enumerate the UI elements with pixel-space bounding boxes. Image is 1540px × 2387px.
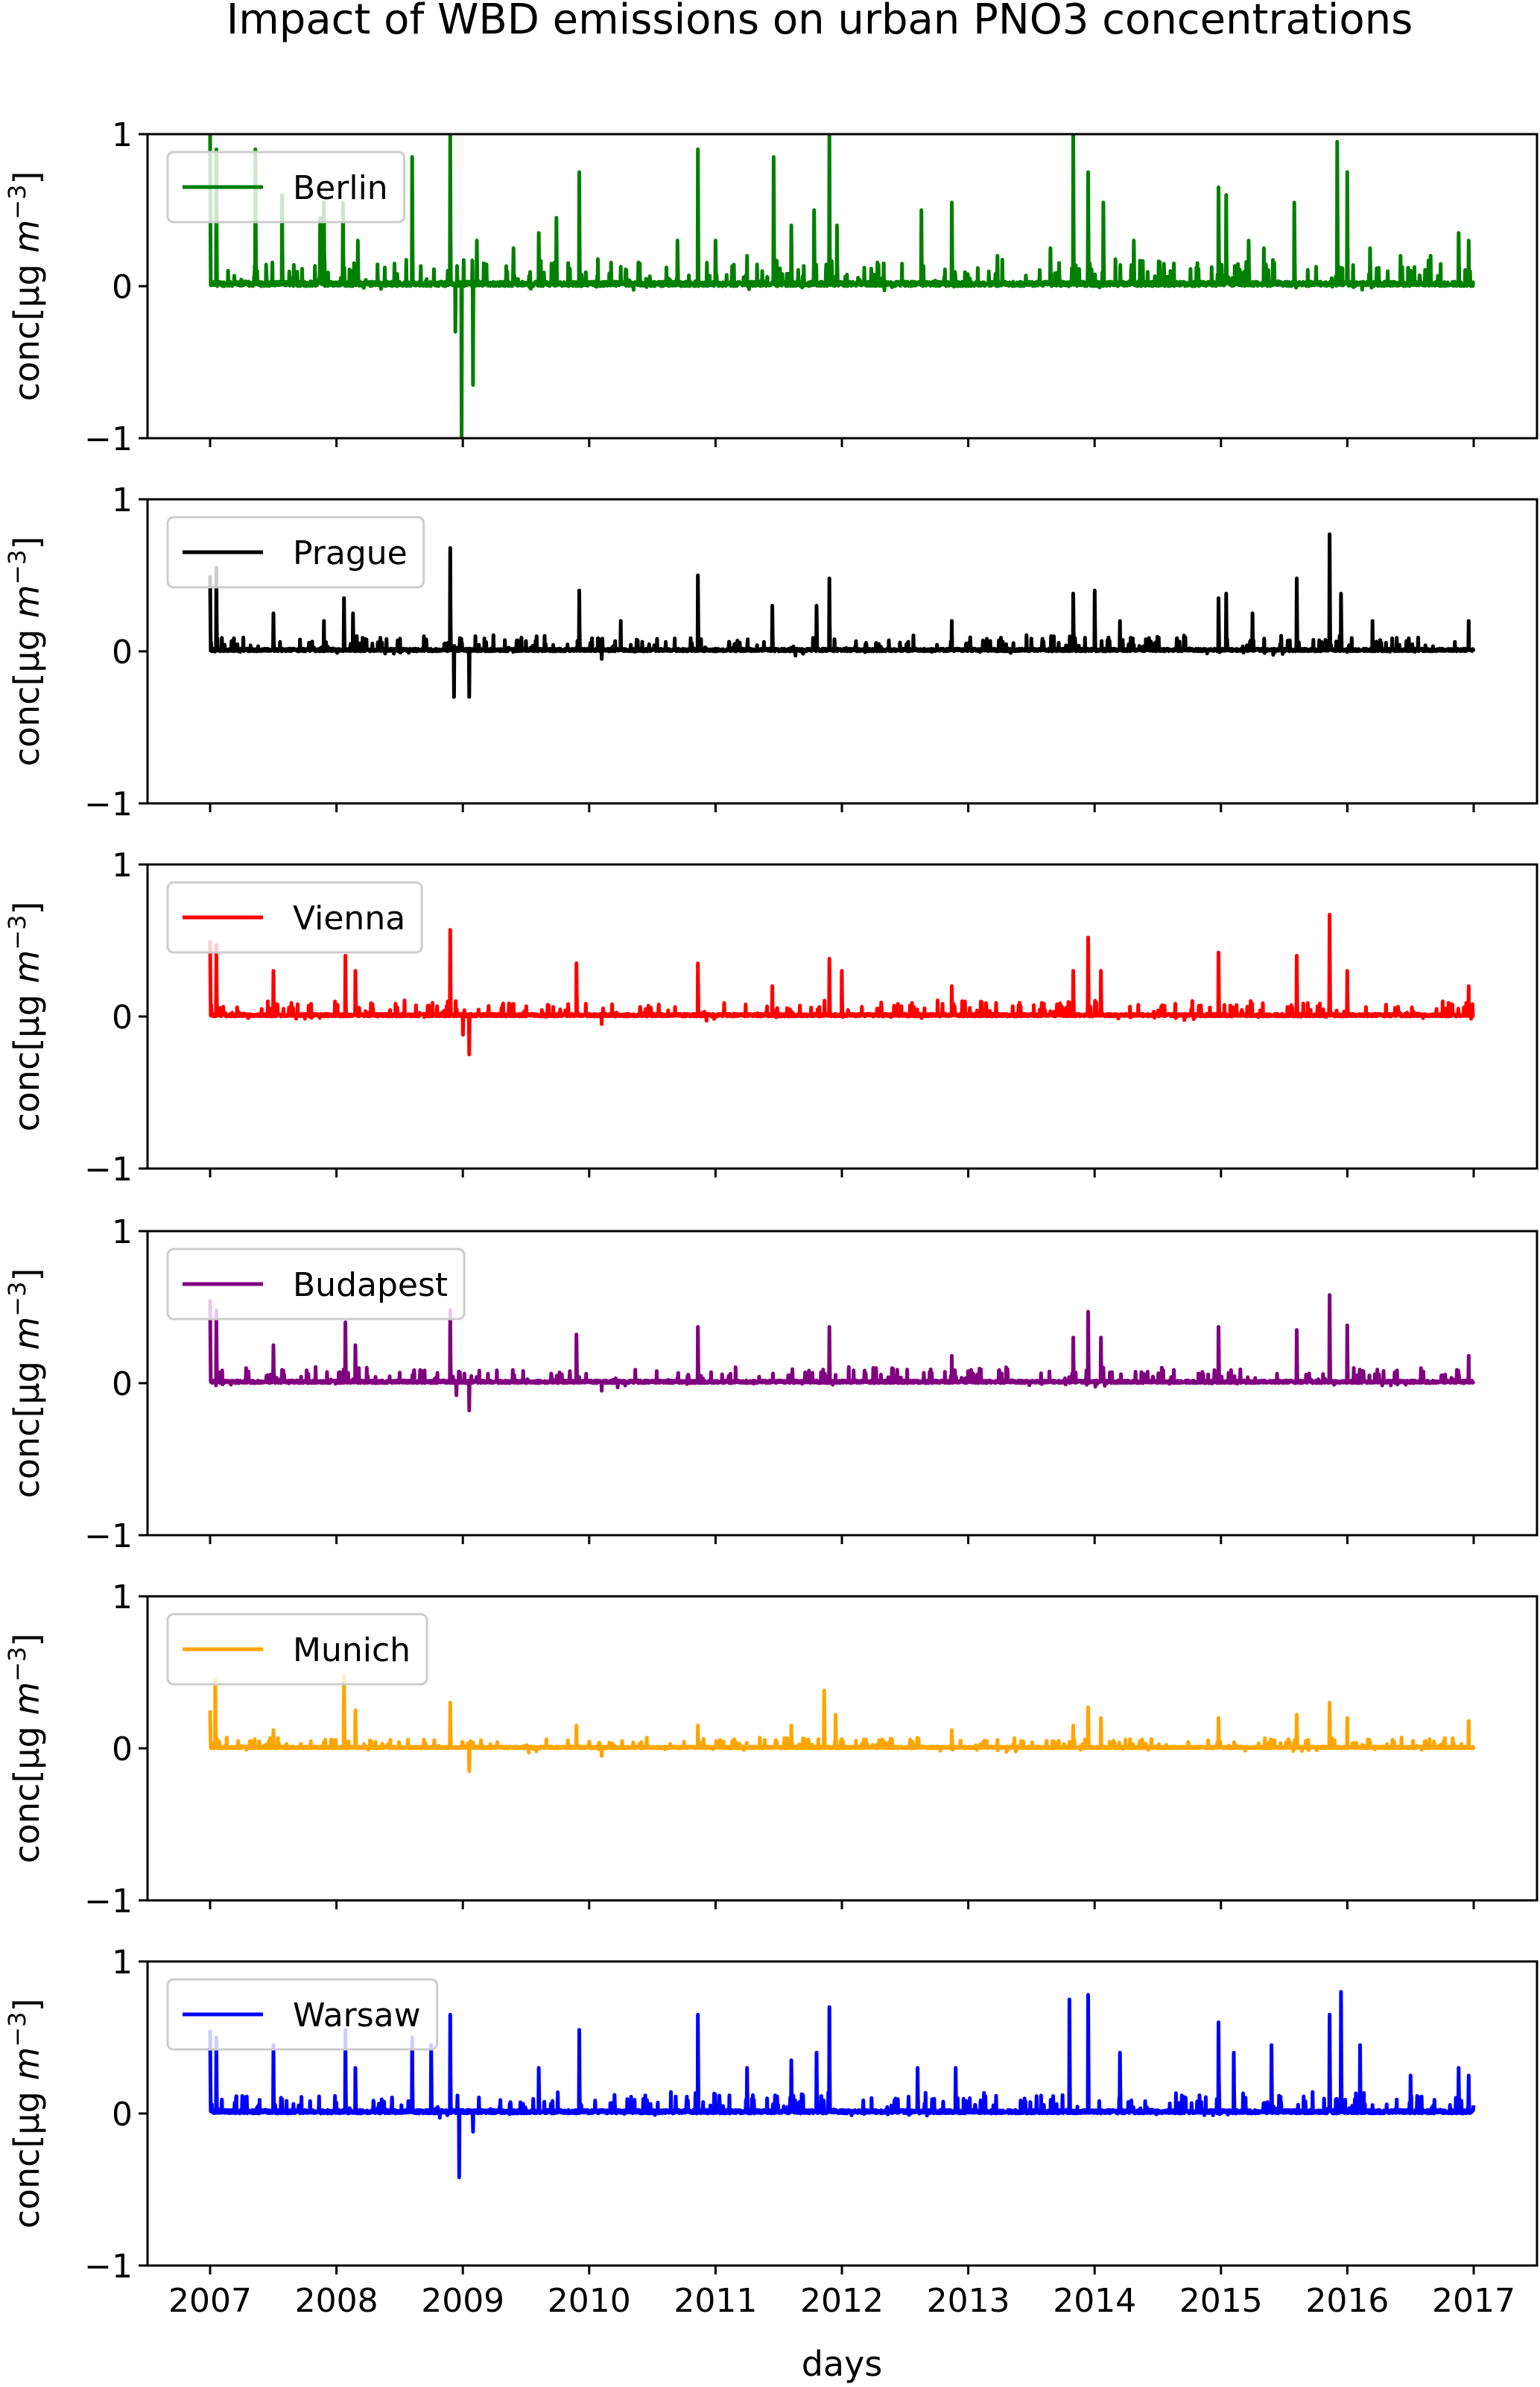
series-line-budapest	[208, 1293, 1476, 1413]
y-axis-label: conc[µg m−3]	[3, 1268, 47, 1499]
legend-label-prague: Prague	[293, 534, 408, 572]
legend: Vienna	[166, 881, 423, 954]
legend-label-budapest: Budapest	[293, 1266, 448, 1304]
x-tick-label: 2010	[548, 2282, 631, 2320]
y-tick-label: 0	[112, 268, 133, 306]
y-tick-label: 1	[112, 1578, 133, 1616]
legend-box	[166, 1613, 428, 1686]
x-tick-label: 2012	[800, 2282, 884, 2320]
x-tick-label: 2011	[674, 2282, 757, 2320]
panel-prague: −1 0 1 conc[µg m−3] Prague	[3, 481, 1539, 823]
y-axis-label: conc[µg m−3]	[3, 1634, 47, 1864]
y-tick-label: −1	[84, 420, 133, 458]
legend-box	[166, 1978, 439, 2051]
panel-berlin: −1 0 1 conc[µg m−3] Berlin	[3, 116, 1539, 458]
y-tick-label: 0	[112, 1730, 133, 1768]
legend: Munich	[166, 1613, 428, 1686]
panel-vienna: −1 0 1 conc[µg m−3] Vienna	[3, 847, 1539, 1189]
x-tick-label: 2013	[927, 2282, 1010, 2320]
y-axis-label: conc[µg m−3]	[3, 171, 47, 402]
y-tick-label: 1	[112, 847, 133, 885]
y-tick-label: 0	[112, 999, 133, 1037]
y-tick-label: 1	[112, 116, 133, 154]
panel-munich: −1 0 1 conc[µg m−3] Munich	[3, 1578, 1539, 1920]
x-tick-label: 2014	[1053, 2282, 1136, 2320]
y-tick-label: 0	[112, 1365, 133, 1403]
y-tick-label: −1	[84, 1151, 133, 1189]
x-tick-label: 2017	[1432, 2282, 1515, 2320]
chart-title: Impact of WBD emissions on urban PNO3 co…	[226, 0, 1413, 44]
legend-box	[166, 881, 423, 954]
legend: Budapest	[166, 1248, 466, 1321]
x-tick-label: 2008	[295, 2282, 378, 2320]
y-tick-label: 1	[112, 481, 133, 519]
y-tick-label: 0	[112, 2096, 133, 2134]
legend-box	[166, 151, 406, 224]
y-tick-label: −1	[84, 785, 133, 823]
legend: Warsaw	[166, 1978, 439, 2051]
x-tick-label: 2016	[1305, 2282, 1389, 2320]
legend: Prague	[166, 516, 425, 589]
legend-label-munich: Munich	[293, 1631, 411, 1669]
series-line-warsaw	[208, 1990, 1476, 2180]
series-line-munich	[208, 1673, 1476, 1774]
x-tick-label: 2007	[168, 2282, 252, 2320]
y-axis-label: conc[µg m−3]	[3, 537, 47, 767]
series-line-prague	[208, 532, 1476, 699]
legend-box	[166, 1248, 466, 1321]
legend-label-vienna: Vienna	[293, 900, 405, 938]
x-tick-label: 2015	[1179, 2282, 1263, 2320]
panel-budapest: −1 0 1 conc[µg m−3] Budapest	[3, 1213, 1539, 1555]
y-axis-label: conc[µg m−3]	[3, 902, 47, 1132]
y-tick-label: −1	[84, 1517, 133, 1555]
legend-box	[166, 516, 425, 589]
x-tick-label: 2009	[421, 2282, 504, 2320]
y-tick-label: −1	[84, 1882, 133, 1920]
legend-label-berlin: Berlin	[293, 169, 388, 207]
y-tick-label: 1	[112, 1213, 133, 1251]
series-line-berlin	[208, 134, 1475, 438]
y-tick-label: −1	[84, 2248, 133, 2286]
y-tick-label: 0	[112, 633, 133, 671]
legend: Berlin	[166, 151, 406, 224]
panel-warsaw: −1 0 1 2007 2008 2009 2010 2011 2012 2013 2014 2015…	[3, 1944, 1539, 2320]
series-line-vienna	[208, 912, 1475, 1057]
legend-label-warsaw: Warsaw	[293, 1996, 421, 2035]
y-axis-label: conc[µg m−3]	[3, 1999, 47, 2229]
x-axis-label: days	[802, 2344, 883, 2384]
y-tick-label: 1	[112, 1944, 133, 1982]
